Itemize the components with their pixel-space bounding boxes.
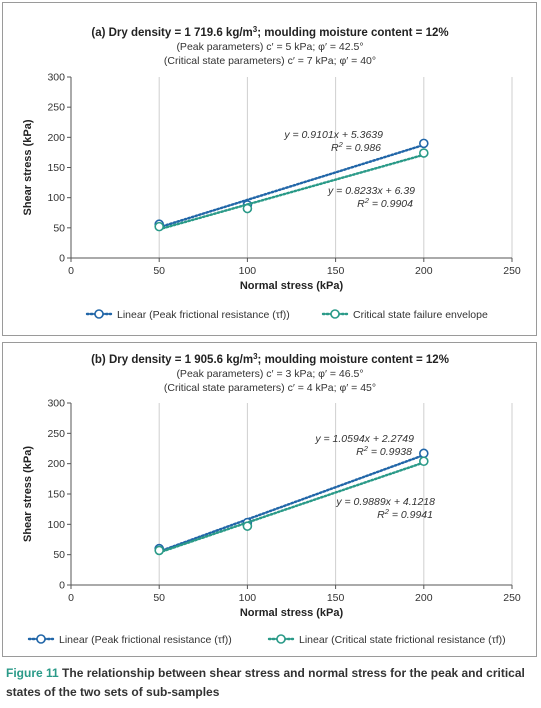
x-axis-label: Normal stress (kPa) — [240, 607, 344, 619]
x-tick-label-50: 50 — [153, 592, 165, 604]
y-tick-label-250: 250 — [47, 102, 65, 114]
legend-marker-series-1 — [94, 309, 104, 319]
x-tick-label-50: 50 — [153, 265, 165, 277]
y-tick-label-150: 150 — [47, 489, 65, 501]
y-tick-label-0: 0 — [59, 580, 65, 592]
y-tick-label-300: 300 — [47, 72, 65, 84]
trend-r2-series-2: R2 = 0.9941 — [377, 507, 433, 521]
chart-subtitle-1: (Peak parameters) c′ = 5 kPa; φ′ = 42.5° — [176, 41, 363, 53]
chart-title: (a) Dry density = 1 719.6 kg/m3; mouldin… — [91, 25, 448, 39]
y-tick-label-200: 200 — [47, 132, 65, 144]
x-tick-label-200: 200 — [415, 265, 433, 277]
chart-subtitle-2: (Critical state parameters) c′ = 4 kPa; … — [164, 382, 376, 394]
data-point-series-1-3 — [418, 138, 429, 149]
data-point-series-1-3 — [418, 448, 429, 459]
x-tick-label-0: 0 — [68, 265, 74, 277]
legend-marker-series-2 — [330, 309, 340, 319]
y-tick-label-100: 100 — [47, 192, 65, 204]
chart-subtitle-2: (Critical state parameters) c′ = 7 kPa; … — [164, 55, 376, 67]
x-axis-label: Normal stress (kPa) — [240, 280, 344, 292]
y-tick-label-50: 50 — [53, 549, 65, 561]
trendline-series-2 — [157, 461, 425, 554]
x-tick-label-0: 0 — [68, 592, 74, 604]
y-tick-label-150: 150 — [47, 162, 65, 174]
chart-b-svg: (b) Dry density = 1 905.6 kg/m3; mouldin… — [22, 352, 521, 646]
y-tick-label-100: 100 — [47, 519, 65, 531]
data-point-series-2-3 — [418, 456, 429, 467]
trendline-series-1 — [157, 453, 425, 553]
x-tick-label-100: 100 — [239, 592, 257, 604]
legend-marker-series-2 — [276, 634, 286, 644]
trend-equation-series-2: y = 0.9889x + 4.1218 — [335, 496, 435, 508]
y-tick-label-250: 250 — [47, 428, 65, 440]
trend-r2-series-2: R2 = 0.9904 — [357, 196, 413, 210]
y-tick-label-50: 50 — [53, 222, 65, 234]
y-tick-label-0: 0 — [59, 253, 65, 265]
figure-caption-label: Figure 11 — [6, 666, 59, 680]
legend-marker-series-1 — [36, 634, 46, 644]
chart-panel-a: (a) Dry density = 1 719.6 kg/m3; mouldin… — [2, 2, 537, 336]
x-tick-label-250: 250 — [503, 265, 521, 277]
trend-equation-series-1: y = 0.9101x + 5.3639 — [283, 129, 383, 141]
x-tick-label-100: 100 — [239, 265, 257, 277]
chart-a-svg: (a) Dry density = 1 719.6 kg/m3; mouldin… — [22, 25, 521, 321]
data-point-series-2-3 — [418, 148, 429, 158]
figure-caption: Figure 11 The relationship between shear… — [6, 664, 536, 702]
legend-label-series-2: Linear (Critical state frictional resist… — [299, 634, 506, 646]
x-tick-label-200: 200 — [415, 592, 433, 604]
y-axis-label: Shear stress (kPa) — [22, 446, 34, 542]
chart-panel-b: (b) Dry density = 1 905.6 kg/m3; mouldin… — [2, 342, 537, 657]
trend-equation-series-1: y = 1.0594x + 2.2749 — [314, 433, 414, 445]
data-point-series-2-1 — [154, 221, 164, 232]
legend-label-series-1: Linear (Peak frictional resistance (τf)) — [117, 309, 290, 321]
data-point-series-2-1 — [154, 545, 164, 556]
trend-r2-series-1: R2 = 0.9938 — [356, 444, 412, 458]
trendline-series-1 — [157, 143, 425, 229]
trend-r2-series-1: R2 = 0.986 — [331, 140, 381, 154]
legend-label-series-1: Linear (Peak frictional resistance (τf)) — [59, 634, 232, 646]
figure-caption-text: The relationship between shear stress an… — [6, 666, 525, 699]
y-axis-label: Shear stress (kPa) — [22, 119, 34, 215]
y-tick-label-300: 300 — [47, 398, 65, 410]
trendline-series-2 — [157, 153, 425, 231]
data-point-series-2-2 — [242, 521, 253, 531]
legend-label-series-2: Critical state failure envelope — [353, 309, 488, 321]
data-point-series-2-2 — [242, 203, 253, 214]
x-tick-label-150: 150 — [327, 592, 345, 604]
x-tick-label-150: 150 — [327, 265, 345, 277]
chart-title: (b) Dry density = 1 905.6 kg/m3; mouldin… — [91, 352, 449, 366]
x-tick-label-250: 250 — [503, 592, 521, 604]
trend-equation-series-2: y = 0.8233x + 6.39 — [327, 185, 415, 197]
y-tick-label-200: 200 — [47, 458, 65, 470]
chart-subtitle-1: (Peak parameters) c′ = 3 kPa; φ′ = 46.5° — [176, 368, 363, 380]
